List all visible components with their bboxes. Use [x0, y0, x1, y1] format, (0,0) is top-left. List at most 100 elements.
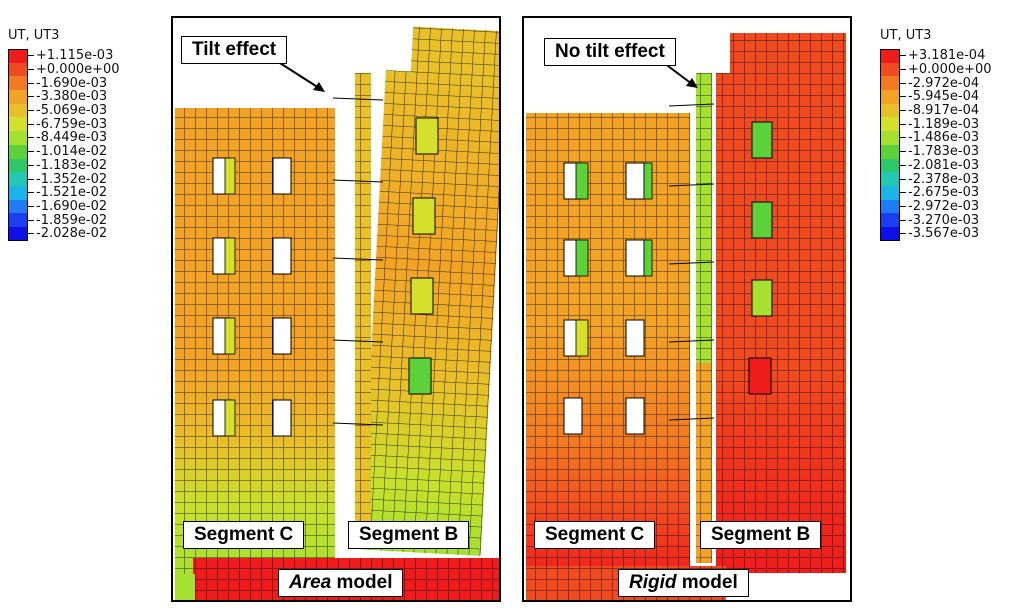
left-legend-value: -8.449e-03 — [36, 130, 108, 146]
tilt-effect-label: Tilt effect — [181, 36, 288, 64]
right-legend-tick — [900, 151, 906, 153]
right-legend-value: -2.972e-04 — [908, 75, 980, 91]
right-legend-value: -3.567e-03 — [908, 226, 980, 242]
left-legend-value: -1.690e-03 — [36, 75, 108, 91]
segment-c-label: Segment C — [183, 521, 305, 549]
area-model-mesh — [175, 26, 499, 600]
right-legend: UT, UT3 +3.181e-04 +0.000e+00 -2.972e-04 -5… — [880, 28, 992, 241]
right-legend-row: +3.181e-04 — [880, 49, 992, 63]
right-legend-swatch — [880, 213, 900, 227]
left-legend-row: -1.014e-02 — [8, 144, 120, 160]
right-legend-row: -8.917e-04 — [880, 103, 992, 119]
right-legend-swatch — [880, 172, 900, 186]
right-legend-value: -1.486e-03 — [908, 130, 980, 146]
left-legend-row: -3.380e-03 — [8, 90, 120, 104]
right-legend-tick — [900, 137, 906, 139]
left-legend-swatch — [8, 158, 28, 173]
left-legend-swatch — [8, 117, 28, 132]
right-legend-value: -8.917e-04 — [908, 103, 980, 119]
right-legend-row: -2.972e-04 — [880, 75, 992, 91]
left-legend-row: -1.859e-02 — [8, 213, 120, 227]
left-legend: UT, UT3 +1.115e-03 +0.000e+00 -1.690e-03 -3… — [8, 28, 120, 241]
right-legend-value: -3.270e-03 — [908, 212, 980, 228]
left-legend-row: +1.115e-03 — [8, 49, 120, 63]
left-legend-swatch — [8, 213, 28, 227]
left-legend-swatch — [8, 49, 28, 63]
left-legend-swatch — [8, 144, 28, 159]
right-legend-value: -2.378e-03 — [908, 171, 980, 187]
no-tilt-effect-label: No tilt effect — [544, 38, 676, 66]
right-legend-swatch — [880, 185, 900, 200]
right-legend-row: -2.378e-03 — [880, 172, 992, 186]
left-legend-value: -1.183e-02 — [36, 157, 108, 173]
area-model-label: Area model — [278, 569, 404, 597]
left-legend-swatch — [8, 185, 28, 200]
right-legend-swatch — [880, 117, 900, 132]
left-legend-value: -1.690e-02 — [36, 198, 108, 214]
left-legend-value: -6.759e-03 — [36, 116, 108, 132]
right-legend-tick — [900, 55, 906, 57]
right-legend-scale: +3.181e-04 +0.000e+00 -2.972e-04 -5.945e-04… — [880, 49, 992, 241]
left-legend-tick — [28, 151, 34, 153]
right-legend-value: +0.000e+00 — [908, 62, 992, 78]
right-legend-tick — [900, 205, 906, 207]
right-legend-row: -3.270e-03 — [880, 213, 992, 227]
left-legend-row: -1.521e-02 — [8, 185, 120, 201]
left-legend-row: -1.352e-02 — [8, 172, 120, 186]
model-name: Area — [289, 572, 332, 593]
left-legend-tick — [28, 178, 34, 180]
right-legend-swatch — [880, 90, 900, 104]
right-legend-row: +0.000e+00 — [880, 62, 992, 78]
right-legend-tick — [900, 219, 906, 221]
left-legend-row: -1.690e-03 — [8, 75, 120, 91]
right-legend-swatch — [880, 103, 900, 118]
left-legend-tick — [28, 82, 34, 84]
right-legend-row: -1.783e-03 — [880, 144, 992, 159]
right-legend-value: +3.181e-04 — [908, 48, 986, 64]
segment-b-label: Segment B — [700, 521, 822, 549]
right-legend-row: -1.486e-03 — [880, 131, 992, 145]
left-legend-value: -3.380e-03 — [36, 89, 108, 105]
left-legend-tick — [28, 164, 34, 166]
left-legend-tick — [28, 110, 34, 112]
right-legend-swatch — [880, 226, 900, 241]
model-suffix: model — [676, 572, 738, 593]
left-legend-swatch — [8, 76, 28, 91]
rigid-model-panel: No tilt effect Segment C Segment B Rigid… — [522, 16, 852, 602]
left-legend-value: -1.859e-02 — [36, 212, 108, 228]
left-legend-scale: +1.115e-03 +0.000e+00 -1.690e-03 -3.380e-03… — [8, 49, 120, 241]
right-legend-tick — [900, 123, 906, 125]
left-legend-value: -1.521e-02 — [36, 185, 108, 201]
right-legend-swatch — [880, 131, 900, 145]
left-legend-tick — [28, 205, 34, 207]
right-legend-row: -1.189e-03 — [880, 117, 992, 132]
right-legend-tick — [900, 96, 906, 98]
left-legend-tick — [28, 69, 34, 71]
right-legend-row: -2.972e-03 — [880, 199, 992, 214]
left-legend-tick — [28, 137, 34, 139]
left-legend-tick — [28, 233, 34, 235]
segment-c-label: Segment C — [534, 521, 656, 549]
right-legend-row: -2.675e-03 — [880, 185, 992, 200]
left-legend-row: -6.759e-03 — [8, 116, 120, 132]
right-legend-value: -5.945e-04 — [908, 89, 980, 105]
right-legend-tick — [900, 110, 906, 112]
left-legend-row: -1.690e-02 — [8, 198, 120, 214]
right-legend-tick — [900, 82, 906, 84]
right-legend-swatch — [880, 158, 900, 173]
right-legend-tick — [900, 69, 906, 71]
left-legend-value: +1.115e-03 — [36, 48, 114, 64]
right-legend-swatch — [880, 76, 900, 91]
right-legend-tick — [900, 233, 906, 235]
left-legend-tick — [28, 96, 34, 98]
left-legend-tick — [28, 55, 34, 57]
left-legend-swatch — [8, 199, 28, 214]
right-legend-row: -2.081e-03 — [880, 158, 992, 173]
left-legend-swatch — [8, 172, 28, 186]
left-legend-row: -5.069e-03 — [8, 103, 120, 118]
left-legend-value: -1.014e-02 — [36, 144, 108, 160]
left-legend-tick — [28, 123, 34, 125]
right-legend-tick — [900, 192, 906, 194]
left-legend-row: +0.000e+00 — [8, 62, 120, 77]
left-legend-value: -1.352e-02 — [36, 171, 108, 187]
